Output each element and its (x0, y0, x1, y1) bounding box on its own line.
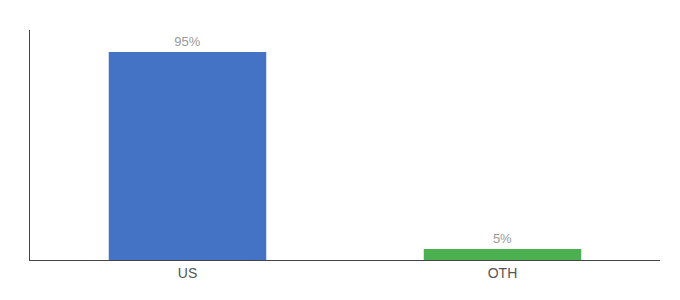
svg-text:OTH: OTH (488, 265, 518, 281)
svg-text:5%: 5% (493, 231, 512, 246)
svg-text:US: US (178, 265, 197, 281)
svg-text:95%: 95% (174, 34, 200, 49)
